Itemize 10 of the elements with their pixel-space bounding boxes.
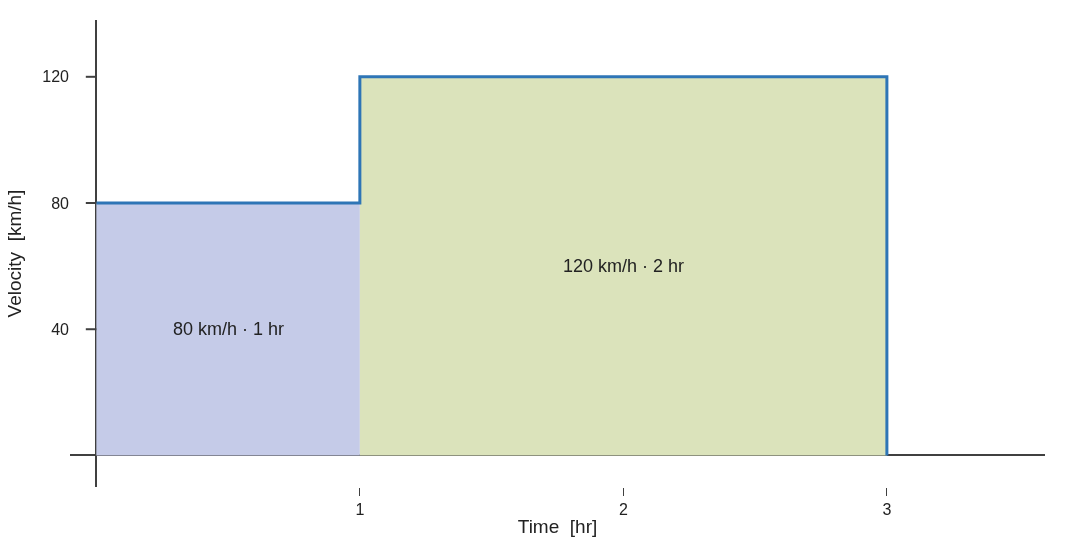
y-tick-label: 40 — [51, 320, 70, 338]
y-tick-label: 120 — [42, 68, 70, 86]
y-axis-title: Velocity [km/h] — [4, 189, 26, 318]
annotation: 120 km/h · 2 hr — [563, 256, 685, 276]
x-tick-label: 1 — [355, 501, 365, 519]
x-tick-label: 3 — [882, 501, 892, 519]
annotation: 80 km/h · 1 hr — [173, 319, 285, 339]
y-tick-label: 80 — [51, 194, 70, 212]
x-axis-title: Time [hr] — [517, 516, 598, 537]
x-tick-label: 2 — [618, 501, 628, 519]
